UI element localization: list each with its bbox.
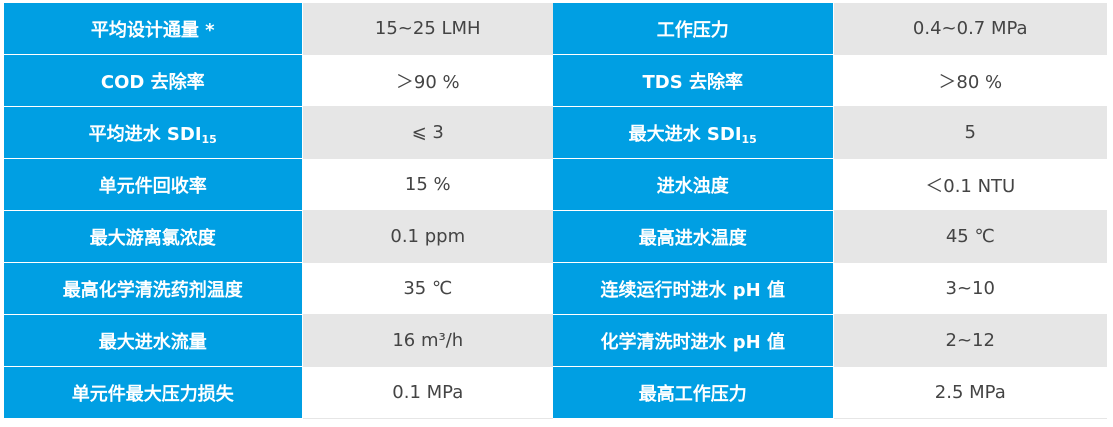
- cell-text: 35 ℃: [403, 278, 453, 299]
- parameter-label: 化学清洗时进水 pH 值: [553, 314, 834, 367]
- cell-text: 0.4~0.7 MPa: [912, 18, 1028, 39]
- table-row: 最大游离氯浓度 0.1 ppm 最高进水温度 45 ℃: [4, 210, 1107, 263]
- parameter-label: 最大进水 SDI15: [553, 106, 834, 159]
- parameter-value: 0.4~0.7 MPa: [833, 3, 1107, 55]
- cell-text: 最大进水流量: [98, 331, 207, 353]
- cell-text: 最高化学清洗药剂温度: [62, 279, 243, 301]
- cell-text: 5: [964, 122, 976, 143]
- cell-text: TDS 去除率: [642, 71, 743, 93]
- cell-text: 最大进水 SDI: [628, 123, 742, 145]
- cell-text: 平均进水 SDI: [88, 123, 202, 145]
- spec-table: 平均设计通量 * 15~25 LMH 工作压力 0.4~0.7 MPa COD 去除率 ＞…: [4, 3, 1107, 419]
- cell-text: 16 m³/h: [392, 330, 464, 351]
- parameter-label: 单元件最大压力损失: [4, 366, 303, 419]
- subscript: 15: [741, 132, 757, 146]
- parameter-label: 平均设计通量 *: [4, 3, 303, 55]
- parameter-label: COD 去除率: [4, 54, 303, 107]
- parameter-value: ＞90 %: [302, 54, 553, 107]
- subscript: 15: [201, 132, 217, 146]
- cell-text: 2~12: [945, 330, 995, 351]
- cell-text: COD 去除率: [100, 71, 205, 93]
- cell-text: 连续运行时进水 pH 值: [600, 279, 785, 301]
- parameter-label: 最大游离氯浓度: [4, 210, 303, 263]
- cell-text: 15~25 LMH: [374, 18, 481, 39]
- parameter-value: 16 m³/h: [302, 314, 553, 367]
- cell-text: 3~10: [945, 278, 995, 299]
- cell-text: 45 ℃: [945, 226, 995, 247]
- parameter-label: 最大进水流量: [4, 314, 303, 367]
- cell-text: ⩽ 3: [411, 122, 444, 143]
- parameter-value: 35 ℃: [302, 262, 553, 315]
- parameter-value: 0.1 ppm: [302, 210, 553, 263]
- cell-text: 单元件最大压力损失: [71, 383, 234, 405]
- cell-text: 单元件回收率: [98, 175, 207, 197]
- table-row: 单元件最大压力损失 0.1 MPa 最高工作压力 2.5 MPa: [4, 366, 1107, 419]
- cell-text: 最高工作压力: [638, 383, 747, 405]
- cell-text: 2.5 MPa: [934, 382, 1006, 403]
- cell-text: 15 %: [404, 174, 451, 195]
- cell-text: 化学清洗时进水 pH 值: [600, 331, 785, 353]
- table-row: 平均设计通量 * 15~25 LMH 工作压力 0.4~0.7 MPa: [4, 3, 1107, 55]
- cell-text: ＞90 %: [395, 71, 460, 93]
- cell-text: ＞80 %: [938, 71, 1003, 93]
- table-row: COD 去除率 ＞90 % TDS 去除率 ＞80 %: [4, 54, 1107, 107]
- parameter-label: 单元件回收率: [4, 158, 303, 211]
- cell-text: 平均设计通量 *: [90, 19, 215, 41]
- cell-text: ＜0.1 NTU: [925, 175, 1016, 197]
- parameter-value: ＜0.1 NTU: [833, 158, 1107, 211]
- parameter-value: 0.1 MPa: [302, 366, 553, 419]
- parameter-label: TDS 去除率: [553, 54, 834, 107]
- parameter-label: 工作压力: [553, 3, 834, 55]
- table-row: 单元件回收率 15 % 进水浊度 ＜0.1 NTU: [4, 158, 1107, 211]
- parameter-value: 2.5 MPa: [833, 366, 1107, 419]
- parameter-value: 3~10: [833, 262, 1107, 315]
- parameter-value: 15~25 LMH: [302, 3, 553, 55]
- parameter-label: 最高进水温度: [553, 210, 834, 263]
- parameter-label: 连续运行时进水 pH 值: [553, 262, 834, 315]
- parameter-label: 最高工作压力: [553, 366, 834, 419]
- parameter-value: 15 %: [302, 158, 553, 211]
- parameter-label: 平均进水 SDI15: [4, 106, 303, 159]
- parameter-value: 2~12: [833, 314, 1107, 367]
- cell-text: 最高进水温度: [638, 227, 747, 249]
- table-row: 最高化学清洗药剂温度 35 ℃ 连续运行时进水 pH 值 3~10: [4, 262, 1107, 315]
- cell-text: 进水浊度: [656, 175, 729, 197]
- spec-table-body: 平均设计通量 * 15~25 LMH 工作压力 0.4~0.7 MPa COD 去除率 ＞…: [4, 3, 1107, 419]
- parameter-value: 5: [833, 106, 1107, 159]
- cell-text: 0.1 ppm: [390, 226, 466, 247]
- parameter-value: 45 ℃: [833, 210, 1107, 263]
- cell-text: 0.1 MPa: [392, 382, 464, 403]
- table-row: 最大进水流量 16 m³/h 化学清洗时进水 pH 值 2~12: [4, 314, 1107, 367]
- parameter-label: 最高化学清洗药剂温度: [4, 262, 303, 315]
- parameter-value: ⩽ 3: [302, 106, 553, 159]
- cell-text: 工作压力: [656, 19, 729, 41]
- cell-text: 最大游离氯浓度: [89, 227, 216, 249]
- parameter-value: ＞80 %: [833, 54, 1107, 107]
- table-row: 平均进水 SDI15 ⩽ 3 最大进水 SDI15 5: [4, 106, 1107, 159]
- parameter-label: 进水浊度: [553, 158, 834, 211]
